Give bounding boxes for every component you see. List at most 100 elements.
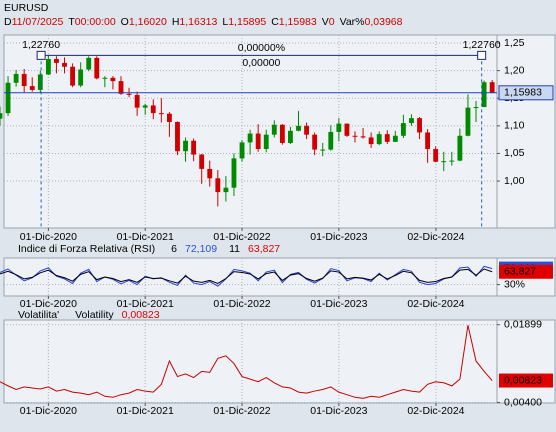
candle-body [231,158,237,188]
candle-body [279,124,285,143]
field-key: C [271,16,279,28]
last-value-box [499,264,553,279]
field-key: L [222,16,228,28]
y-tick-label: 0,01899 [504,319,542,331]
x-tick-label: 01-Dic-2023 [310,405,367,417]
y-tick-label: 30% [504,278,525,290]
x-tick-label: 02-Dic-2024 [407,405,464,417]
panel-title-text: Indice di Forza Relativa (RSI) [18,243,155,255]
legend-name: Volatility [75,309,114,321]
plot-area [3,257,498,297]
candle-body [94,57,100,79]
x-tick-label: 01-Dic-2022 [213,231,270,243]
legend-value: 63,827 [248,243,280,255]
field-key: H [172,16,180,28]
candle-body [288,130,293,143]
last-price-label: 1,15983 [504,87,542,99]
x-tick-label: 01-Dic-2022 [213,405,270,417]
x-tick-label: 01-Dic-2021 [117,231,174,243]
candle-body [481,82,487,108]
candle-body [223,187,229,193]
candle-body [142,105,148,108]
y-tick-label: 1,20 [504,64,525,76]
measure-handle [477,50,487,60]
candle-body [199,154,205,169]
candle-body [368,137,374,145]
legend-value: 0,00823 [122,309,160,321]
measure-difference: 0,00000 [242,57,280,69]
candle-body [441,161,447,163]
candle-body [191,140,197,155]
candle-body [21,73,27,87]
candle-body [5,82,11,114]
candle-body [376,134,382,145]
y-tick-label: 0,00400 [504,396,542,408]
field-key: V [322,16,329,28]
candle-body [54,59,59,63]
candle-body [102,77,108,79]
y-tick-label: 1,10 [504,120,525,132]
field-key: T [68,16,75,28]
candle-body [134,94,140,108]
candle-body [70,66,76,86]
field-value: 1,15983 [279,16,317,28]
x-tick-label: 01-Dic-2023 [310,231,367,243]
candle-body [239,142,245,159]
x-tick-label: 01-Dic-2022 [213,298,270,310]
x-tick-label: 02-Dic-2024 [407,298,464,310]
candle-body [465,107,471,136]
candle-body [344,123,350,136]
last-value-box [499,373,553,388]
candle-body [255,133,261,150]
candle-body [296,125,301,131]
legend-name: 6 [171,243,177,255]
candle-body [247,133,253,143]
field-value: 00:00:00 [75,16,116,28]
candle-body [158,113,164,115]
candle-body [457,135,463,161]
x-tick-label: 01-Dic-2020 [20,298,77,310]
candle-body [150,105,156,114]
field-value: 11/07/2025 [12,16,64,28]
candle-body [86,57,92,70]
x-tick-label: 02-Dic-2024 [407,231,464,243]
y-tick-label: 1,05 [504,147,525,159]
field-value: 1,15895 [228,16,266,28]
field-key: Var% [340,16,365,28]
candle-body [37,74,43,90]
measure-label: 1,22760 [463,39,501,51]
y-tick-label: 1,00 [504,175,525,187]
candle-body [352,135,358,137]
field-value: 1,16313 [179,16,217,28]
panel-title: Volatilita' Volatility 0,00823 [18,309,160,321]
legend-name: 11 [229,243,240,255]
candle-body [360,136,366,138]
candle-body [433,149,439,162]
last-value-label: 63,827 [504,266,536,278]
candle-body [207,168,213,179]
panel-title-text: Volatilita' [18,309,59,321]
candle-body [336,123,342,132]
candle-body [29,86,35,90]
candle-body [328,131,334,150]
candle-body [0,113,3,119]
candle-body [320,149,326,151]
candle-body [489,82,495,93]
candle-body [271,124,277,135]
candle-body [304,125,309,135]
axis-area [496,34,556,229]
x-tick-label: 01-Dic-2020 [20,231,77,243]
candle-body [312,134,318,150]
candle-body [215,178,221,193]
x-tick-label: 01-Dic-2023 [310,298,367,310]
candle-body [417,118,422,133]
candle-body [449,160,455,162]
candle-body [175,121,180,152]
candle-body [45,59,51,75]
candle-body [400,123,406,136]
candle-body [409,118,414,124]
measure-label: 1,22760 [22,39,60,51]
candle-body [118,81,124,94]
